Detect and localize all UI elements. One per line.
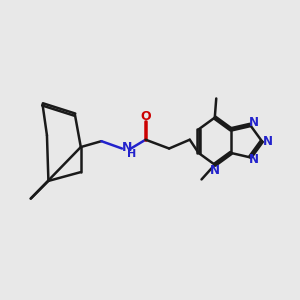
Text: N: N	[263, 135, 273, 148]
Text: N: N	[210, 164, 220, 177]
Text: N: N	[249, 116, 259, 129]
Text: O: O	[140, 110, 151, 123]
Text: N: N	[249, 153, 259, 166]
Text: H: H	[127, 149, 136, 159]
Text: N: N	[122, 141, 133, 154]
